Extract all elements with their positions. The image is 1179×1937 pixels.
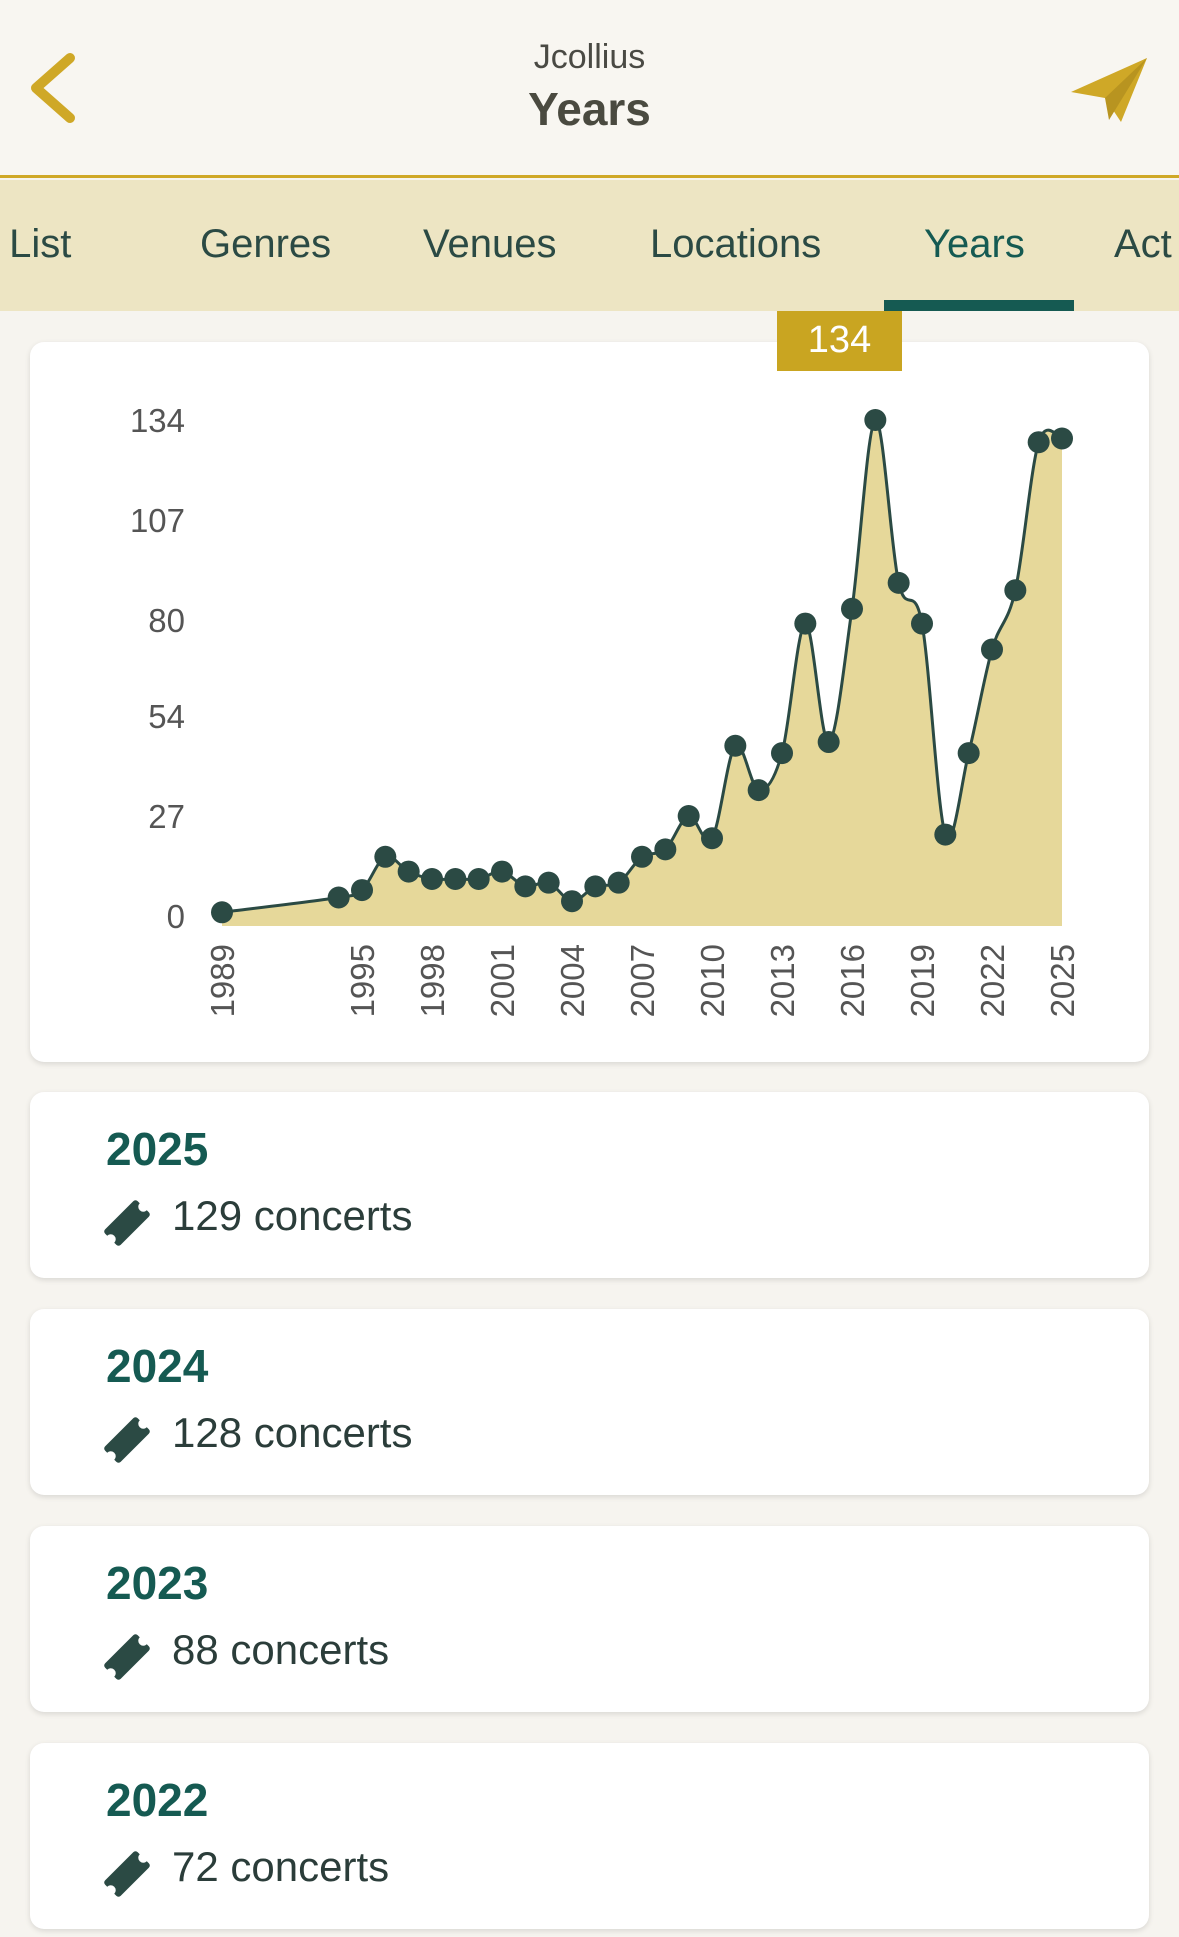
x-tick-label: 2010 (694, 944, 731, 1017)
chart-point-2010[interactable] (701, 827, 723, 850)
chart-point-2001[interactable] (491, 860, 513, 883)
year-title: 2023 (106, 1557, 209, 1609)
chart-area (222, 419, 1062, 926)
tab-venues[interactable]: Venues (423, 222, 557, 266)
year-card-2024[interactable]: 2024 128 concerts (30, 1309, 1149, 1495)
chevron-left-icon (31, 53, 75, 123)
tab-genres[interactable]: Genres (200, 222, 332, 266)
chart-point-2017[interactable] (864, 409, 887, 431)
y-tick-label: 27 (148, 798, 185, 835)
chart-point-2012[interactable] (747, 779, 770, 802)
year-title: 2024 (106, 1340, 209, 1392)
year-title: 2022 (106, 1774, 209, 1826)
chart-point-2020[interactable] (934, 823, 957, 846)
tab-years[interactable]: Years (924, 222, 1025, 266)
x-tick-label: 1998 (414, 944, 451, 1017)
chart-point-2014[interactable] (794, 612, 817, 635)
chart-point-2004[interactable] (561, 890, 583, 913)
x-tick-label: 2004 (554, 944, 591, 1017)
x-tick-label: 1989 (204, 944, 241, 1017)
chart-point-2011[interactable] (724, 734, 747, 757)
x-tick-label: 2013 (764, 944, 801, 1017)
ticket-icon (104, 1417, 150, 1463)
tab-locations[interactable]: Locations (650, 222, 822, 266)
chart-point-2009[interactable] (677, 805, 700, 828)
back-button[interactable] (22, 48, 92, 128)
y-tick-label: 134 (130, 402, 185, 439)
chart-point-2018[interactable] (887, 571, 910, 594)
concert-count: 72 concerts (172, 1843, 390, 1890)
years-area-chart[interactable]: 0 27 54 80 107 134 1989 1995 1998 2001 2004 2007 201… (30, 342, 1149, 1062)
chart-point-2002[interactable] (514, 875, 537, 898)
page-title: Years (528, 83, 651, 135)
tab-set-list[interactable]: Set List (0, 222, 72, 266)
year-card-2025[interactable]: 2025 129 concerts (30, 1092, 1149, 1278)
year-title: 2025 (106, 1123, 209, 1175)
x-tick-label: 2025 (1044, 944, 1081, 1017)
chart-point-1996[interactable] (374, 845, 397, 868)
y-tick-label: 0 (167, 898, 185, 935)
ticket-icon (104, 1851, 150, 1897)
ticket-icon (104, 1634, 150, 1680)
x-tick-label: 2001 (484, 944, 521, 1017)
concert-count: 129 concerts (172, 1192, 413, 1239)
chart-point-2021[interactable] (957, 742, 980, 765)
chart-point-2024[interactable] (1027, 431, 1050, 454)
chart-point-1989[interactable] (211, 901, 233, 924)
chart-point-2015[interactable] (817, 731, 840, 754)
tab-act[interactable]: Act (1114, 222, 1172, 266)
header-subtitle: Jcollius (533, 38, 646, 76)
x-tick-label: 2022 (974, 944, 1011, 1017)
chart-point-2006[interactable] (607, 871, 630, 894)
x-tick-label: 2007 (624, 944, 661, 1017)
x-tick-label: 2016 (834, 944, 871, 1017)
active-tab-indicator (884, 300, 1074, 311)
chart-point-2008[interactable] (654, 838, 677, 861)
chart-point-2013[interactable] (771, 742, 793, 765)
chart-point-2016[interactable] (841, 597, 863, 620)
paper-plane-icon (1071, 58, 1147, 122)
x-tick-label: 2019 (904, 944, 941, 1017)
chart-point-2019[interactable] (911, 612, 933, 635)
chart-point-2025[interactable] (1051, 427, 1073, 450)
chart-point-2000[interactable] (467, 867, 490, 890)
chart-point-2003[interactable] (537, 871, 560, 894)
concert-count: 128 concerts (172, 1409, 413, 1456)
chart-point-2022[interactable] (981, 638, 1003, 661)
chart-tooltip: 134 (777, 311, 902, 371)
y-tick-label: 107 (130, 502, 185, 539)
chart-point-1998[interactable] (421, 867, 443, 890)
y-tick-label: 80 (148, 602, 185, 639)
share-button[interactable] (1065, 50, 1155, 130)
chart-point-2023[interactable] (1004, 579, 1027, 602)
y-tick-label: 54 (148, 698, 185, 735)
chart-point-1999[interactable] (444, 867, 467, 890)
chart-point-1995[interactable] (351, 879, 373, 902)
header: Jcollius Years (0, 0, 1179, 178)
x-tick-label: 1995 (344, 944, 381, 1017)
chart-point-2007[interactable] (631, 845, 653, 868)
year-card-2022[interactable]: 2022 72 concerts (30, 1743, 1149, 1929)
chart-point-1997[interactable] (397, 860, 420, 883)
years-chart-card: 0 27 54 80 107 134 1989 1995 1998 2001 2004 2007 201… (30, 342, 1149, 1062)
ticket-icon (104, 1200, 150, 1246)
chart-point-2005[interactable] (584, 875, 607, 898)
chart-point-1994[interactable] (327, 886, 350, 909)
concert-count: 88 concerts (172, 1626, 390, 1673)
tab-bar: Set List Genres Venues Locations Years A… (0, 180, 1179, 311)
year-card-2023[interactable]: 2023 88 concerts (30, 1526, 1149, 1712)
